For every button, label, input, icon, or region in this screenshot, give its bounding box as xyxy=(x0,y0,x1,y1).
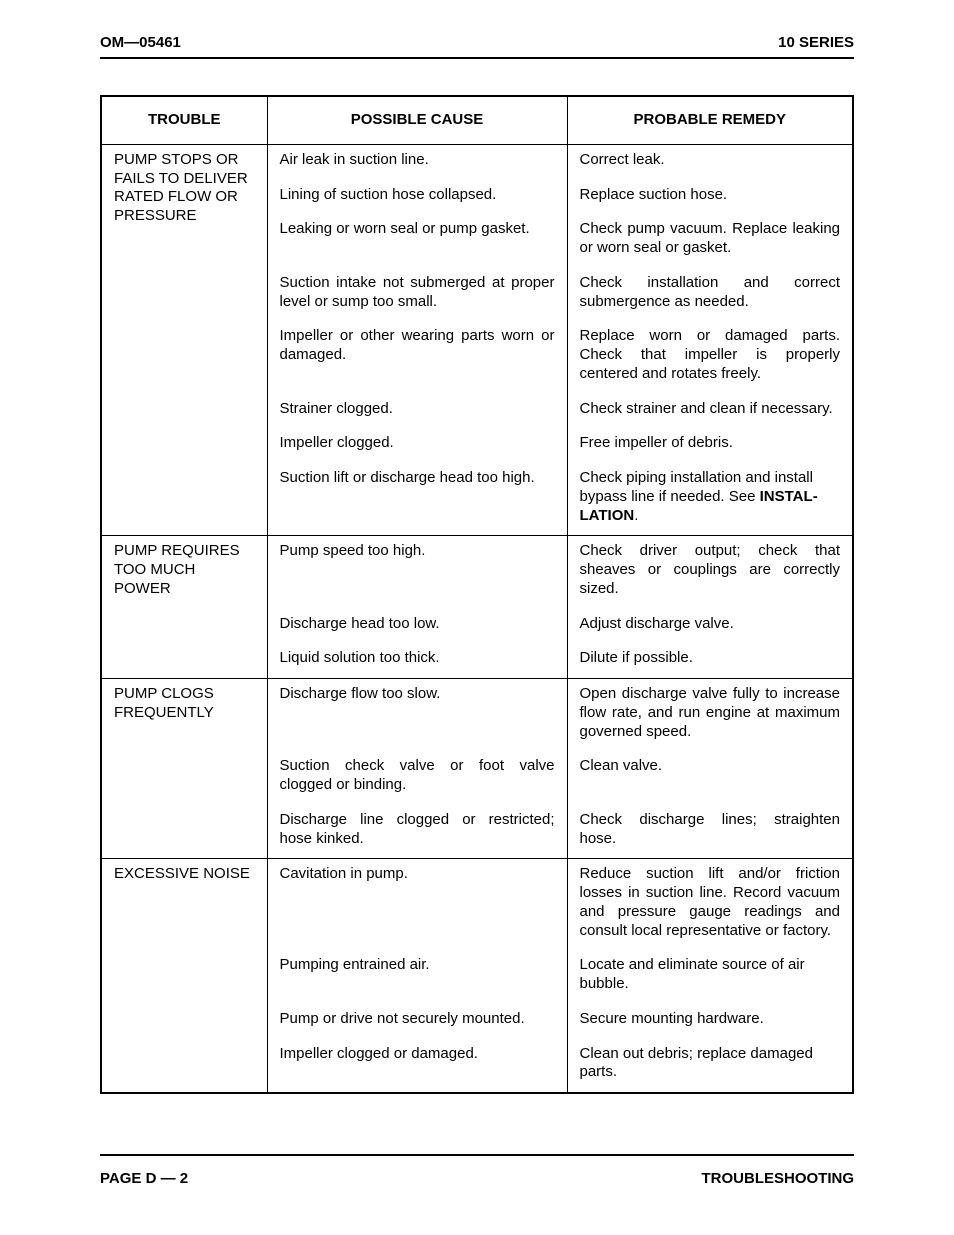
remedy-cell: Adjust discharge valve. xyxy=(567,609,852,644)
remedy-cell: Open discharge valve fully to in­crease … xyxy=(567,679,852,752)
remedy-cell: Free impeller of debris. xyxy=(567,428,852,463)
table-row: EXCESSIVE NOISE Cavitation in pump.Reduce… xyxy=(102,859,852,951)
troubleshooting-table: TROUBLE POSSIBLE CAUSE PROBABLE REMEDY P… xyxy=(102,97,852,1092)
trouble-label: PUMP REQUIRES TOO MUCH POWER xyxy=(114,542,255,598)
page-footer: PAGE D — 2 TROUBLESHOOTING xyxy=(100,1154,854,1187)
cause-cell: Liquid solution too thick. xyxy=(267,643,567,678)
header-right: 10 SERIES xyxy=(778,34,854,51)
cause-cell: Pump or drive not securely mounted. xyxy=(267,1004,567,1039)
remedy-cell: Check strainer and clean if neces­sary. xyxy=(567,394,852,429)
col-header-cause: POSSIBLE CAUSE xyxy=(267,97,567,144)
remedy-cell: Dilute if possible. xyxy=(567,643,852,678)
footer-left: PAGE D — 2 xyxy=(100,1170,188,1187)
remedy-cell: Check driver output; check that sheaves … xyxy=(567,536,852,609)
troubleshooting-table-wrap: TROUBLE POSSIBLE CAUSE PROBABLE REMEDY P… xyxy=(100,95,854,1094)
remedy-cell: Replace worn or damaged parts. Check tha… xyxy=(567,321,852,393)
cause-cell: Discharge flow too slow. xyxy=(267,679,567,752)
remedy-cell: Reduce suction lift and/or friction loss… xyxy=(567,859,852,951)
col-header-remedy: PROBABLE REMEDY xyxy=(567,97,852,144)
table-head: TROUBLE POSSIBLE CAUSE PROBABLE REMEDY xyxy=(102,97,852,144)
remedy-cell: Check pump vacuum. Replace leaking or wo… xyxy=(567,214,852,268)
trouble-cell: PUMP STOPS OR FAILS TO DELIVER RATED FLO… xyxy=(102,144,267,536)
cause-cell: Suction lift or discharge head too high. xyxy=(267,463,567,536)
table-body: PUMP STOPS OR FAILS TO DELIVER RATED FLO… xyxy=(102,144,852,1092)
cause-cell: Strainer clogged. xyxy=(267,394,567,429)
cause-cell: Discharge head too low. xyxy=(267,609,567,644)
cause-cell: Lining of suction hose collapsed. xyxy=(267,180,567,215)
cause-cell: Impeller clogged. xyxy=(267,428,567,463)
remedy-cell: Correct leak. xyxy=(567,144,852,179)
trouble-cell: PUMP REQUIRES TOO MUCH POWER xyxy=(102,536,267,679)
remedy-cell: Check installation and correct submergen… xyxy=(567,268,852,322)
cause-cell: Pump speed too high. xyxy=(267,536,567,609)
table-row: PUMP REQUIRES TOO MUCH POWERPump speed t… xyxy=(102,536,852,609)
cause-cell: Air leak in suction line. xyxy=(267,144,567,179)
remedy-cell: Secure mounting hardware. xyxy=(567,1004,852,1039)
trouble-label: EXCESSIVE NOISE xyxy=(114,865,255,884)
table-row: PUMP STOPS OR FAILS TO DELIVER RATED FLO… xyxy=(102,144,852,179)
remedy-cell: Locate and eliminate source of air bubbl… xyxy=(567,950,852,1004)
col-header-trouble: TROUBLE xyxy=(102,97,267,144)
header-left: OM—05461 xyxy=(100,34,181,51)
trouble-cell: PUMP CLOGS FREQUENTLY xyxy=(102,679,267,859)
cause-cell: Discharge line clogged or restricted; ho… xyxy=(267,805,567,859)
table-row: PUMP CLOGS FREQUENTLY Discharge flow too … xyxy=(102,679,852,752)
footer-right: TROUBLESHOOTING xyxy=(702,1170,855,1187)
cause-cell: Impeller or other wearing parts worn or … xyxy=(267,321,567,393)
remedy-cell: Check discharge lines; straighten hose. xyxy=(567,805,852,859)
page: OM—05461 10 SERIES TROUBLE POSSIBLE CAUS… xyxy=(0,0,954,1235)
cause-cell: Cavitation in pump. xyxy=(267,859,567,951)
remedy-cell: Clean valve. xyxy=(567,751,852,805)
trouble-label: PUMP STOPS OR FAILS TO DELIVER RATED FLO… xyxy=(114,151,255,226)
cause-cell: Pumping entrained air. xyxy=(267,950,567,1004)
cause-cell: Leaking or worn seal or pump gasket. xyxy=(267,214,567,268)
remedy-cell: Clean out debris; replace damaged parts. xyxy=(567,1039,852,1093)
remedy-cell: Check piping installation and install by… xyxy=(567,463,852,536)
trouble-cell: EXCESSIVE NOISE xyxy=(102,859,267,1092)
cause-cell: Impeller clogged or damaged. xyxy=(267,1039,567,1093)
trouble-label: PUMP CLOGS FREQUENTLY xyxy=(114,685,255,723)
page-header: OM—05461 10 SERIES xyxy=(100,34,854,59)
cause-cell: Suction intake not submerged at proper l… xyxy=(267,268,567,322)
cause-cell: Suction check valve or foot valve clogge… xyxy=(267,751,567,805)
remedy-cell: Replace suction hose. xyxy=(567,180,852,215)
